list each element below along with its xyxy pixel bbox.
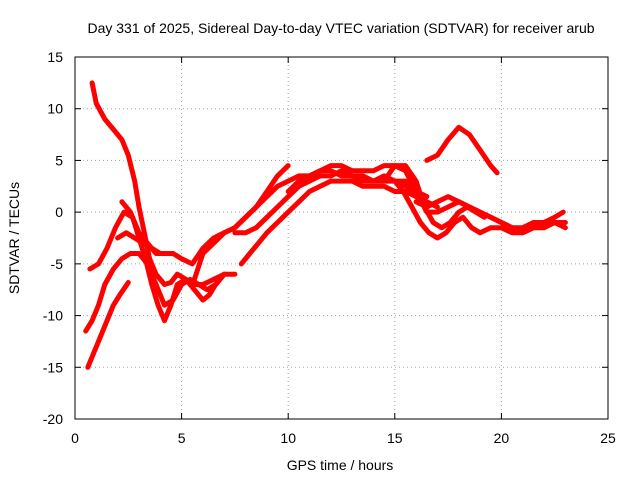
y-tick-label: 5 [55, 152, 63, 168]
series-line-pass-4 [87, 209, 227, 324]
series-group [83, 80, 568, 370]
y-tick-label: 15 [47, 49, 63, 65]
y-tick-label: 10 [47, 101, 63, 117]
x-tick-label: 25 [600, 430, 616, 446]
grid [75, 57, 608, 419]
plot-frame [74, 56, 609, 420]
x-tick-label: 0 [71, 430, 79, 446]
series-line-pass-12 [424, 124, 500, 176]
y-tick-label: 0 [55, 204, 63, 220]
x-tick-label: 20 [494, 430, 510, 446]
y-axis-label: SDTVAR / TECUs [6, 182, 22, 294]
series-line-pass-7 [191, 168, 430, 282]
axis-ticks: 0 5 10 15 20 25 -20 -15 -10 -5 0 5 10 15 [43, 49, 616, 446]
x-axis-label: GPS time / hours [287, 457, 394, 473]
chart-title: Day 331 of 2025, Sidereal Day-to-day VTE… [87, 20, 594, 36]
y-tick-label: -15 [43, 359, 63, 375]
x-tick-label: 15 [387, 430, 403, 446]
series-line-pass-14 [413, 194, 568, 236]
x-tick-label: 10 [280, 430, 296, 446]
x-tick-label: 5 [178, 430, 186, 446]
y-tick-label: -5 [51, 256, 64, 272]
y-tick-label: -20 [43, 411, 63, 427]
series-line-pass-6 [115, 230, 163, 256]
series-line-pass-3 [85, 280, 131, 370]
y-tick-label: -10 [43, 308, 63, 324]
